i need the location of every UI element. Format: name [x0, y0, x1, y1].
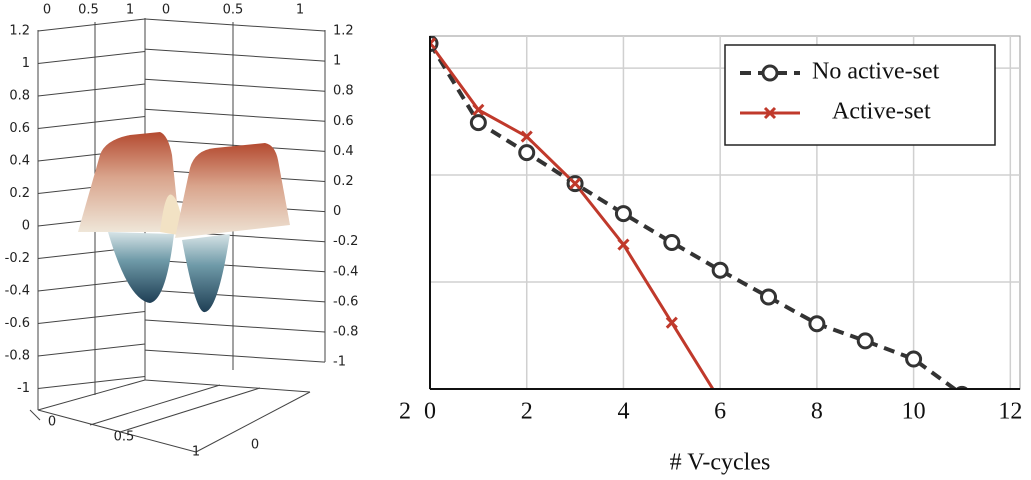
grid-line — [144, 78, 326, 92]
grid — [429, 36, 1020, 390]
z-tick-label: 0.2 — [9, 186, 30, 201]
z-tick-label: -0.2 — [5, 251, 30, 266]
surface-plot: 1.2 1 0.8 0.6 0.4 0.2 0 -0.2 -0.4 -0.6 -0.8 -1 1.2 1 0… — [5, 3, 359, 460]
y-tick-label: 0 — [251, 438, 259, 453]
x-tick-label: 10 — [902, 399, 926, 425]
y-tick-label: 0 — [162, 3, 170, 18]
x-tick-label: 0 — [424, 399, 436, 425]
surface-trough — [182, 234, 230, 313]
z-tick-label: 0.6 — [333, 114, 354, 129]
surface-lobe — [78, 132, 180, 232]
grid-line — [37, 376, 146, 389]
x-tick-label: 1 — [192, 445, 200, 460]
point — [614, 205, 632, 223]
grid-line — [144, 108, 326, 122]
point — [905, 350, 923, 368]
z-tick-label: 0 — [333, 204, 341, 219]
x-tick-label: 1 — [126, 3, 134, 18]
point — [760, 288, 778, 306]
grid-line — [144, 18, 326, 32]
z-tick-label: 1 — [333, 54, 341, 69]
z-tick-label: 1.2 — [333, 24, 354, 39]
annotation: 2 — [399, 399, 411, 425]
z-tick-label: 1 — [22, 56, 30, 71]
point — [808, 315, 826, 333]
legend: No active-set Active-set — [724, 44, 996, 146]
grid-line — [144, 259, 326, 273]
grid-line — [37, 116, 146, 129]
grid-line — [37, 311, 146, 324]
legend-box — [724, 44, 996, 146]
z-tick-label: -0.8 — [5, 349, 30, 364]
legend-label: No active-set — [812, 59, 940, 85]
z-tick-label: 1.2 — [9, 24, 30, 39]
point — [520, 130, 533, 143]
x-tick-label: 6 — [714, 399, 726, 425]
point — [518, 144, 536, 162]
x-tick-label: 2 — [521, 399, 533, 425]
point — [430, 37, 437, 50]
z-tick-label: 0 — [22, 219, 30, 234]
x-tick-label: 0.5 — [78, 3, 99, 18]
z-tick-label: -1 — [17, 381, 30, 396]
x-tick-label: 0 — [48, 415, 56, 430]
z-tick-label: 0.8 — [333, 84, 354, 99]
z-tick-label: 0.8 — [9, 89, 30, 104]
grid-line — [37, 18, 146, 32]
grid-line — [144, 48, 326, 62]
y-tick-label: 1 — [296, 3, 304, 18]
series-layer — [430, 36, 969, 389]
z-tick-label: -0.4 — [5, 284, 30, 299]
point — [469, 114, 487, 132]
z-tick-label: 0.6 — [9, 121, 30, 136]
y-tick-label: 0.5 — [223, 3, 244, 18]
z-tick-label: 0.2 — [333, 174, 354, 189]
z-tick-label: 0.4 — [9, 154, 30, 169]
grid-line — [144, 289, 326, 303]
point — [763, 106, 777, 120]
grid-line — [144, 319, 326, 333]
x-tick-label: 8 — [811, 399, 823, 425]
grid-line — [37, 83, 146, 97]
point — [663, 233, 681, 251]
surface-lobe — [175, 143, 290, 238]
z-tick-label: -0.8 — [333, 325, 358, 340]
surface-trough — [108, 232, 174, 303]
x-tick-label: 12 — [998, 399, 1022, 425]
grid-line — [37, 343, 146, 357]
x-tick-label: 4 — [617, 399, 629, 425]
z-tick-label: -0.2 — [333, 234, 358, 249]
series-line — [430, 42, 959, 389]
z-tick-label: -0.6 — [5, 316, 30, 331]
point — [617, 238, 630, 251]
point — [856, 332, 874, 350]
point — [711, 261, 729, 279]
point — [665, 316, 678, 329]
x-tick-label: 0.5 — [114, 430, 135, 445]
grid-line — [144, 138, 326, 152]
z-tick-label: -0.6 — [333, 294, 358, 309]
legend-label: Active-set — [832, 99, 931, 125]
grid-line — [37, 51, 146, 64]
point — [569, 177, 582, 190]
z-tick-label: -1 — [333, 355, 346, 370]
z-tick-label: 0.4 — [333, 144, 354, 159]
point — [761, 64, 779, 82]
grid-line — [144, 349, 326, 363]
x-axis-title: # V-cycles — [670, 450, 771, 476]
point — [472, 103, 485, 116]
x-tick-label: 0 — [43, 3, 51, 18]
z-tick-label: -0.4 — [333, 264, 358, 279]
